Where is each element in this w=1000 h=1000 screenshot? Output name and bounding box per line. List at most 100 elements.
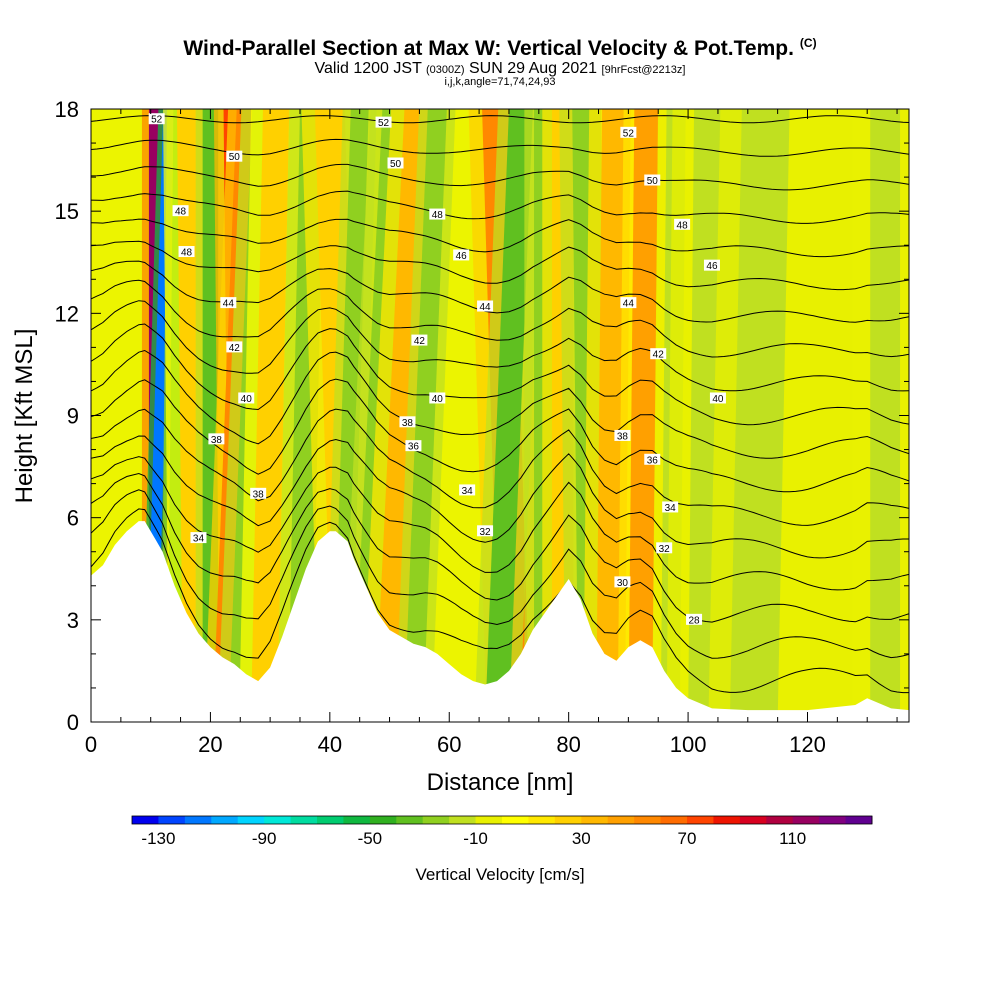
colorbar-swatch (264, 816, 292, 824)
colorbar-swatch (237, 816, 265, 824)
contour-label: 52 (378, 118, 390, 129)
utc-time: (0300Z) (426, 64, 465, 76)
contour-label: 30 (617, 578, 629, 589)
colorbar-swatch (766, 816, 794, 824)
y-tick-label: 15 (55, 199, 79, 224)
contour-label: 48 (175, 207, 187, 218)
contour-label: 38 (253, 489, 265, 500)
contour-label: 34 (462, 486, 474, 497)
theta-contour-line (91, 323, 909, 426)
colorbar-label: Vertical Velocity [cm/s] (415, 865, 584, 884)
contour-label-box (686, 613, 703, 625)
theta-contour-line (91, 378, 909, 493)
contour-label-box (429, 208, 446, 220)
contour-label: 32 (659, 544, 671, 555)
contour-label-box (220, 297, 237, 309)
contour-label: 52 (151, 115, 163, 126)
contour-label-box (459, 484, 476, 496)
velocity-band (628, 109, 659, 722)
grid-indices: i,j,k,angle=71,74,24,93 (444, 76, 556, 88)
colorbar-swatch (184, 816, 212, 824)
colorbar-swatch (792, 816, 820, 824)
colorbar-swatch (554, 816, 582, 824)
contour-label: 28 (688, 615, 700, 626)
colorbar-tick-label: 30 (572, 829, 591, 848)
contour-label: 48 (677, 220, 689, 231)
contour-label-box (375, 116, 392, 128)
contour-label-box (172, 205, 189, 217)
contour-label: 36 (408, 442, 420, 453)
contour-label-box (620, 297, 637, 309)
theta-contour-line (91, 163, 909, 191)
theta-contour-line (91, 489, 909, 659)
contour-label-box (238, 392, 255, 404)
colorbar-tick-label: -130 (141, 829, 175, 848)
contour-label: 46 (456, 251, 468, 262)
contour-label-box (674, 218, 691, 230)
chart-title: Wind-Parallel Section at Max W: Vertical… (0, 36, 1000, 61)
contour-label: 50 (229, 152, 241, 163)
contour-label: 46 (706, 261, 718, 272)
colorbar-swatch (607, 816, 635, 824)
contour-label-box (709, 392, 726, 404)
colorbar-swatch (290, 816, 318, 824)
colorbar-swatch (132, 816, 159, 824)
contour-label: 40 (712, 394, 724, 405)
colorbar-swatch (687, 816, 714, 824)
colorbar-tick-label: 110 (779, 829, 806, 848)
contour-label: 44 (480, 302, 492, 313)
valid-date: SUN 29 Aug 2021 (468, 60, 598, 77)
contour-label-box (178, 246, 195, 258)
theta-contour-line (91, 279, 909, 358)
contour-label-box (662, 501, 679, 513)
contour-label-box (453, 249, 470, 261)
contour-label-box (148, 113, 165, 125)
y-axis-label: Height [Kft MSL] (11, 329, 38, 504)
x-tick-label: 40 (318, 732, 342, 757)
contour-label: 38 (211, 435, 223, 446)
contour-label-box (190, 532, 207, 544)
contour-label: 42 (414, 336, 426, 347)
plot-area: 52 50 48 48 44 42 40 38 38 34 52 50 48 46 44 42 40 38 36 34… (91, 109, 909, 722)
contour-label-box (644, 453, 661, 465)
velocity-band (729, 109, 790, 722)
contour-label: 32 (480, 527, 492, 538)
forecast-info: [9hrFcst@2213z] (601, 64, 686, 76)
contour-label: 34 (193, 534, 205, 545)
contour-label: 48 (432, 210, 444, 221)
contour-label-box (614, 429, 631, 441)
colorbar-swatch (713, 816, 741, 824)
contour-label: 38 (402, 418, 414, 429)
colorbar-swatch (449, 816, 477, 824)
x-tick-label: 100 (670, 732, 707, 757)
contour-label: 50 (390, 159, 402, 170)
colorbar-swatch (739, 816, 767, 824)
contour-label-box (208, 433, 225, 445)
contour-label: 40 (432, 394, 444, 405)
theta-contour-line (91, 240, 909, 291)
terrain-mask (91, 521, 909, 722)
contour-label: 48 (181, 248, 193, 259)
contour-label-box (703, 259, 720, 271)
contour-label: 44 (623, 299, 635, 310)
contour-labels: 52 50 48 48 44 42 40 38 38 34 52 50 48 46 44 42 40 38 36 34… (148, 113, 726, 626)
colorbar-tick-label: -10 (463, 829, 488, 848)
colorbar-swatch (634, 816, 662, 824)
y-tick-label: 3 (67, 608, 79, 633)
theta-contour-line (91, 218, 909, 258)
colorbar-swatch (475, 816, 503, 824)
colorbar-frame (131, 815, 873, 825)
colorbar-swatch (845, 816, 873, 824)
x-axis-label: Distance [nm] (427, 769, 574, 796)
velocity-band (485, 109, 533, 722)
colorbar-swatch (343, 816, 371, 824)
theta-contour-line (91, 472, 909, 623)
y-tick-label: 6 (67, 506, 79, 531)
theta-contour-line (91, 300, 909, 392)
colorbar-swatch (317, 816, 344, 824)
theta-contour-line (91, 190, 909, 224)
theta-contour-line (91, 408, 909, 526)
colorbar-swatch (422, 816, 450, 824)
theta-contour-line (91, 349, 909, 459)
